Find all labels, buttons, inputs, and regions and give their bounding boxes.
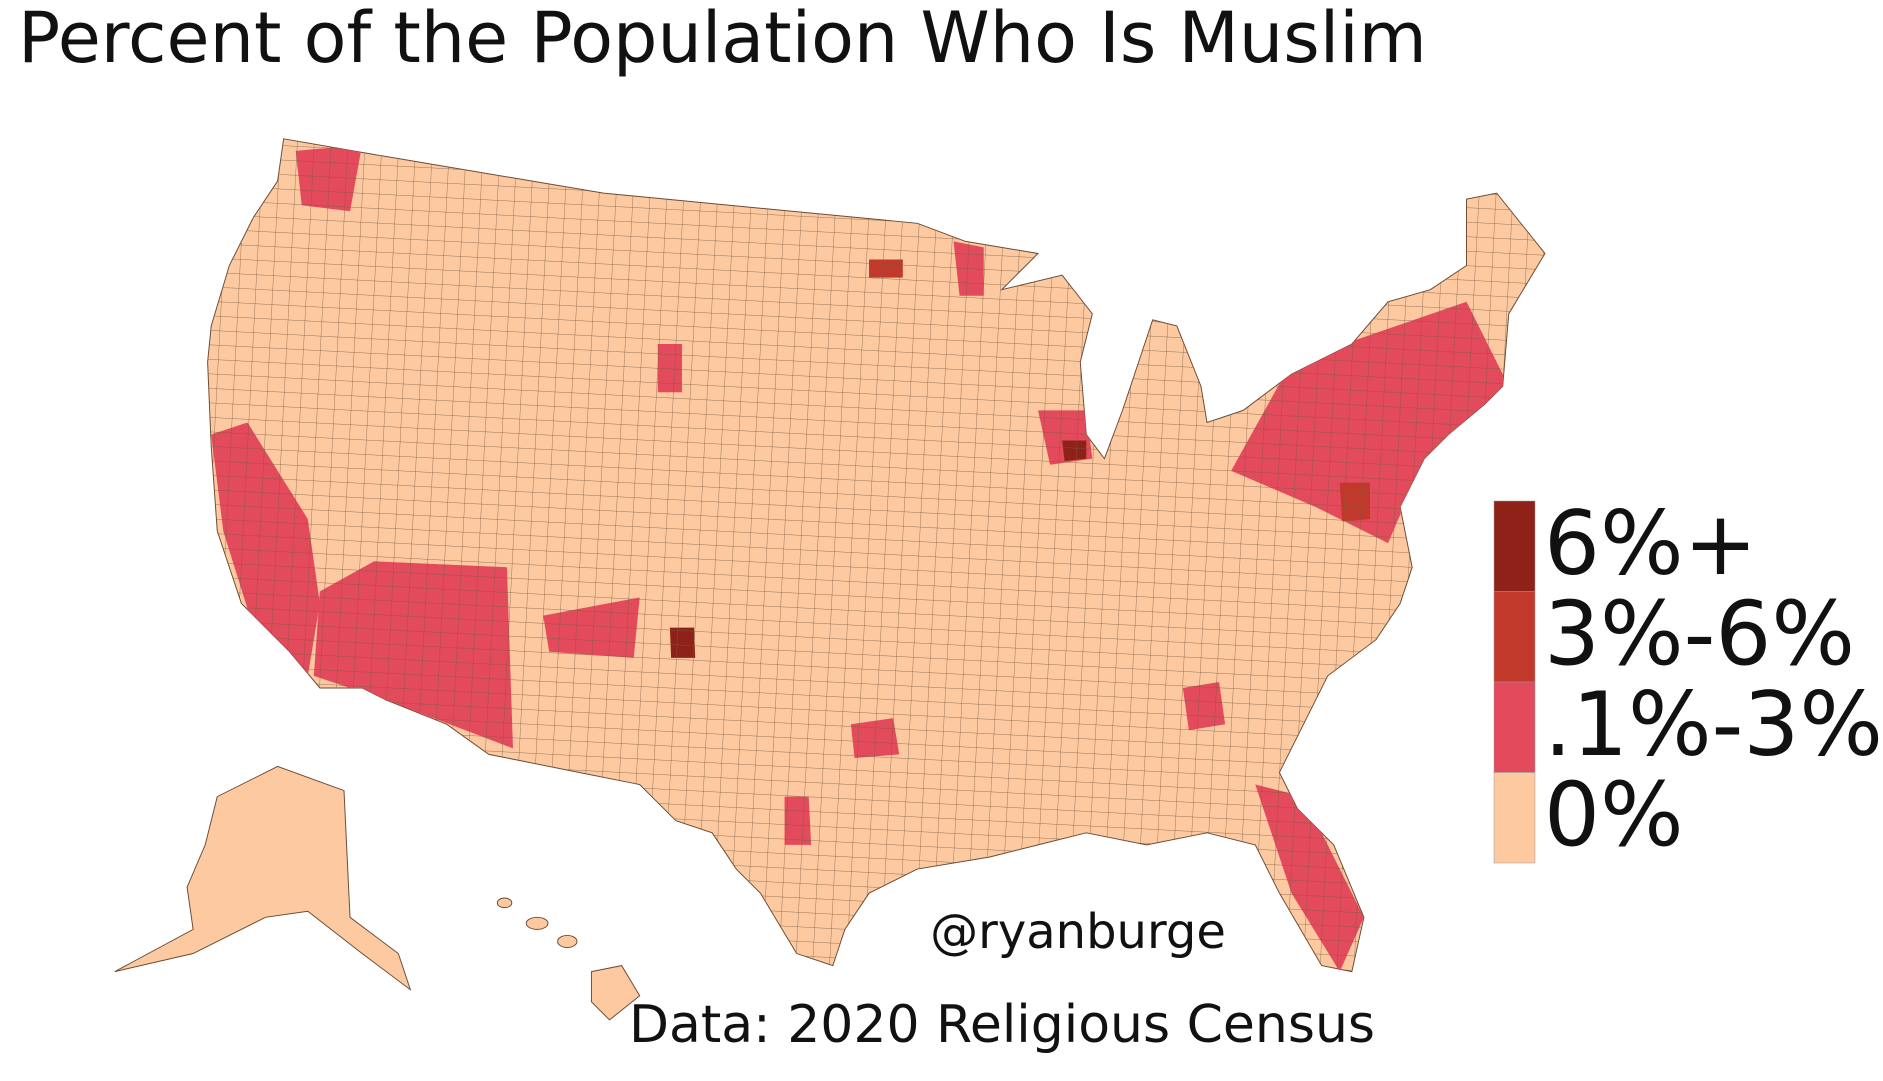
hawaii <box>496 897 641 1021</box>
source: Data: 2020 Religious Census <box>629 995 1375 1055</box>
legend-swatch <box>1493 591 1536 683</box>
legend-label: 0% <box>1544 764 1684 867</box>
island <box>525 916 549 930</box>
legend-swatch <box>1493 681 1536 773</box>
map <box>114 138 1546 1021</box>
legend-label: .1%-3% <box>1544 673 1883 776</box>
legend-label: 3%-6% <box>1544 583 1855 686</box>
legend-swatch <box>1493 772 1536 864</box>
legend: 6%+3%-6%.1%-3%0% <box>1493 492 1883 867</box>
island <box>590 965 641 1021</box>
title: Percent of the Population Who Is Muslim <box>18 0 1427 79</box>
island <box>496 897 513 909</box>
island <box>557 934 578 948</box>
legend-label: 6%+ <box>1544 492 1757 595</box>
credit: @ryanburge <box>930 904 1226 960</box>
legend-swatch <box>1493 500 1536 592</box>
alaska <box>114 765 412 992</box>
